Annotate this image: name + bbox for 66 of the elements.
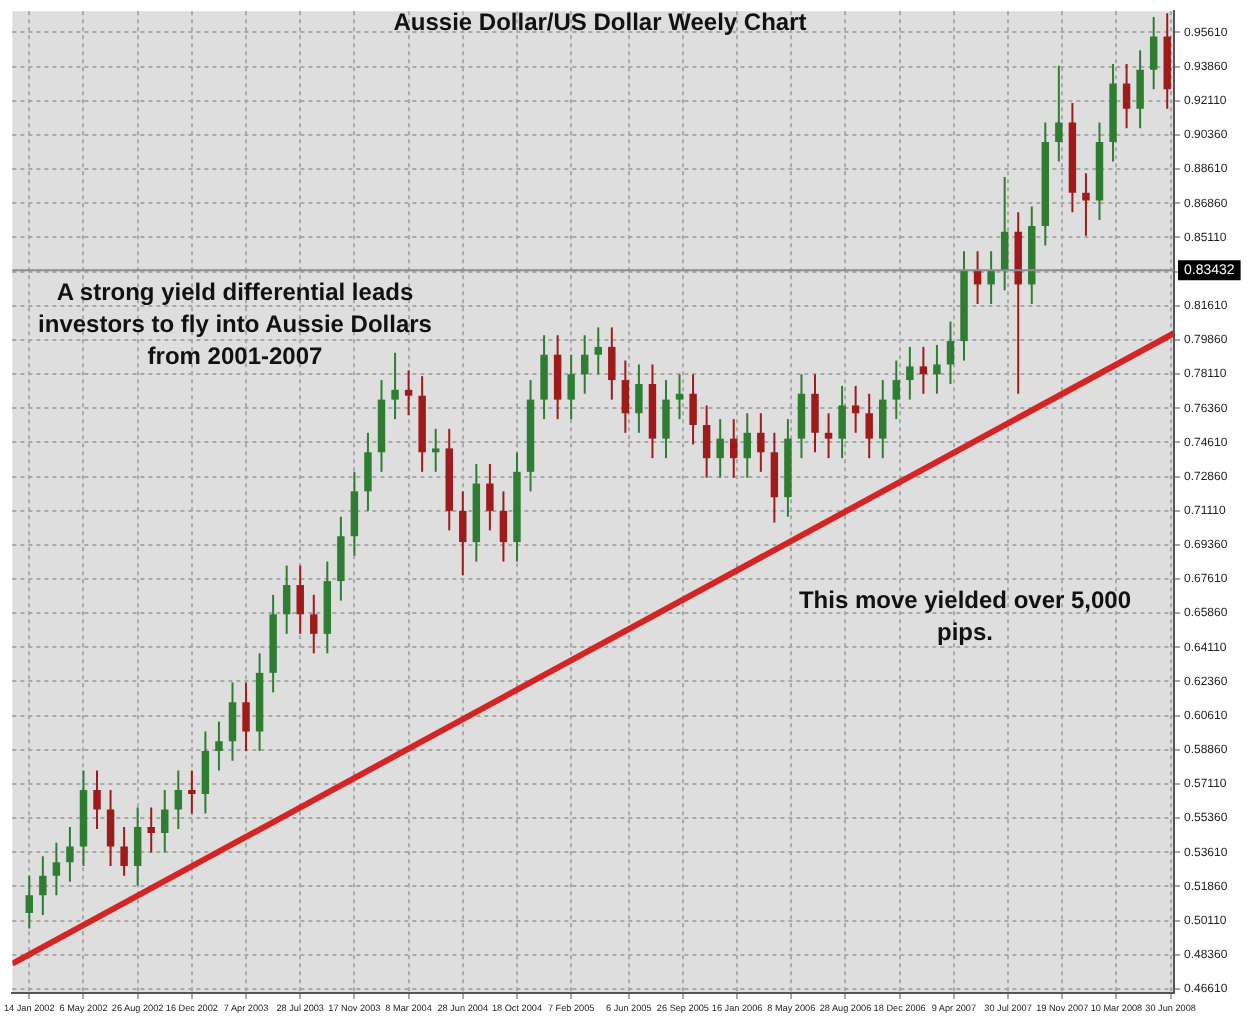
candlestick <box>580 334 589 395</box>
candlestick <box>1055 64 1063 163</box>
candlestick <box>364 431 372 512</box>
candlestick <box>161 788 169 854</box>
candlestick <box>933 343 941 395</box>
candlestick <box>282 564 291 635</box>
candlestick <box>838 384 846 460</box>
candlestick <box>459 490 467 577</box>
candlestick <box>1122 62 1131 130</box>
annotation: A strong yield differential leads investors to fly into Aussie Dollars from 2001-2007 <box>36 276 434 372</box>
candlestick <box>689 373 697 446</box>
candlestick <box>716 418 724 479</box>
candlestick <box>215 720 223 772</box>
candlestick <box>675 373 684 421</box>
candlestick <box>431 427 440 473</box>
candlestick <box>1136 49 1144 130</box>
candlestick <box>337 515 345 602</box>
candlestick <box>987 250 995 305</box>
candlestick <box>120 826 128 877</box>
candlestick <box>702 404 711 479</box>
candlestick <box>66 826 74 883</box>
candlestick <box>52 841 61 897</box>
candlestick <box>106 788 115 868</box>
candlestick <box>824 412 833 460</box>
candlestick <box>635 363 643 434</box>
candlestick <box>499 490 508 563</box>
candlestick <box>851 384 860 434</box>
candlestick <box>594 326 602 376</box>
candlestick <box>770 431 779 524</box>
candlestick <box>811 373 819 454</box>
candlestick <box>879 379 887 460</box>
candlestick <box>133 806 142 887</box>
candlestick <box>553 334 562 421</box>
candlestick <box>486 463 494 532</box>
candlestick <box>865 392 873 460</box>
candlestick <box>608 326 616 401</box>
candlestick <box>228 681 237 762</box>
candlestick <box>919 345 928 395</box>
candlestick <box>201 730 210 815</box>
candlestick <box>892 359 901 421</box>
candlestick <box>1149 16 1158 91</box>
candlestick <box>540 334 548 421</box>
candlestick <box>25 874 34 930</box>
candlestick <box>147 806 155 854</box>
candlestick <box>743 412 751 479</box>
candlestick <box>567 353 575 421</box>
candlestick <box>310 593 318 655</box>
candlestick <box>404 369 413 417</box>
candlestick <box>621 359 630 434</box>
candlestick <box>391 351 399 421</box>
candlestick <box>39 855 47 916</box>
chart-title: Aussie Dollar/US Dollar Weely Chart <box>393 8 807 36</box>
candlestick <box>946 320 955 385</box>
candlestick <box>906 345 914 401</box>
candlestick <box>662 379 670 460</box>
candlestick <box>174 769 183 831</box>
candlestick <box>350 470 359 557</box>
candlestick <box>730 418 738 479</box>
annotation: This move yielded over 5,000 pips. <box>796 584 1134 648</box>
candlestick <box>93 769 101 831</box>
candlestick <box>242 681 250 752</box>
candlestick <box>188 769 196 815</box>
candlestick <box>1082 172 1090 237</box>
candlestick <box>296 564 304 635</box>
candlestick <box>757 412 765 473</box>
candlestick <box>797 373 806 460</box>
